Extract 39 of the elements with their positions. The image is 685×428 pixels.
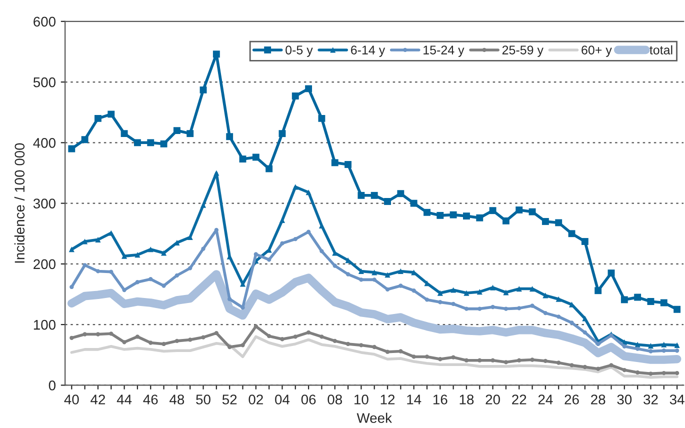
x-axis-title: Week xyxy=(356,412,392,423)
y-tick-label: 400 xyxy=(33,138,56,148)
x-tick-label: 04 xyxy=(275,394,290,404)
x-tick-label: 48 xyxy=(170,394,184,404)
legend-label: 6-14 y xyxy=(351,46,386,57)
x-tick-label: 52 xyxy=(222,394,237,404)
x-tick-label: 24 xyxy=(538,394,553,404)
x-tick-label: 26 xyxy=(564,394,579,404)
legend-label: 60+ y xyxy=(582,46,612,57)
y-tick-label: 600 xyxy=(34,16,56,27)
x-tick-label: 02 xyxy=(248,394,263,404)
x-tick-label: 40 xyxy=(64,394,79,404)
y-tick-label: 500 xyxy=(33,77,56,88)
y-tick-label: 100 xyxy=(34,320,56,330)
x-tick-label: 42 xyxy=(90,394,106,404)
x-tick-label: 28 xyxy=(591,394,606,404)
legend-label: total xyxy=(650,45,672,54)
x-tick-label: 08 xyxy=(328,394,342,404)
x-tick-label: 14 xyxy=(407,394,422,404)
y-tick-label: 200 xyxy=(34,259,56,270)
y-axis-title: Incidence / 100 000 xyxy=(14,143,25,263)
legend-label: 15-24 y xyxy=(424,46,464,57)
legend-label: 0-5 y xyxy=(286,46,313,57)
x-tick-label: 30 xyxy=(617,394,632,404)
x-tick-label: 20 xyxy=(486,394,500,404)
x-tick-label: 32 xyxy=(644,394,658,404)
x-tick-label: 16 xyxy=(433,394,448,404)
x-tick-label: 22 xyxy=(512,394,526,404)
x-tick-label: 34 xyxy=(670,394,684,404)
legend-label: 25-59 y xyxy=(502,46,544,57)
x-tick-label: 50 xyxy=(196,394,210,404)
x-tick-label: 18 xyxy=(460,394,474,404)
x-tick-label: 12 xyxy=(380,394,395,404)
y-tick-label: 300 xyxy=(33,198,56,208)
x-tick-label: 06 xyxy=(301,394,316,404)
x-tick-label: 10 xyxy=(354,394,368,404)
x-tick-label: 46 xyxy=(143,394,158,404)
x-tick-label: 44 xyxy=(116,394,132,404)
y-tick-label: 0 xyxy=(48,380,56,390)
